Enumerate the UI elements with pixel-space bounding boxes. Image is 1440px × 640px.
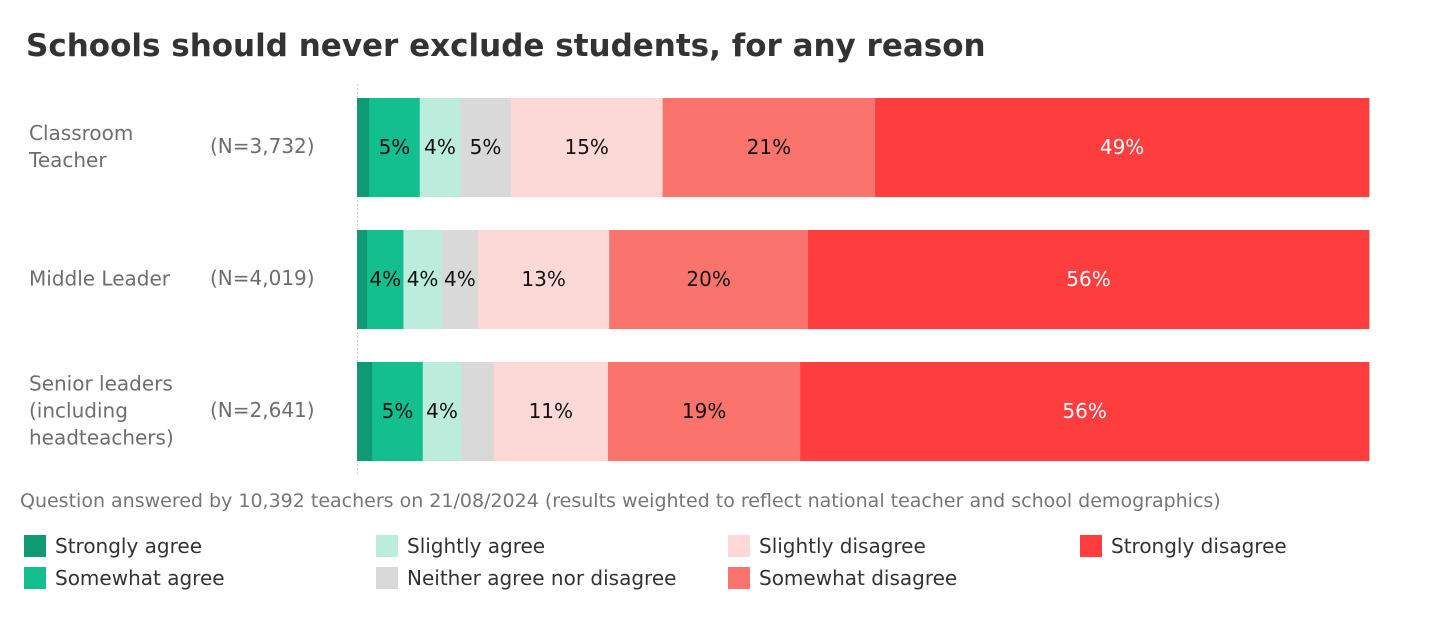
category-label: Classroom Teacher	[28, 121, 133, 172]
bar-segment-somewhat-disagree	[609, 230, 809, 329]
bar-segment-somewhat-agree	[372, 362, 424, 461]
legend-label: Slightly agree	[407, 534, 546, 558]
data-label-strongly-disagree: 56%	[1066, 267, 1110, 291]
legend-swatch	[376, 535, 398, 557]
category-label-line: (including	[29, 398, 128, 422]
legend-swatch	[1080, 535, 1102, 557]
category-label: Senior leaders (including headteachers)	[29, 371, 174, 449]
chart-title: Schools should never exclude students, f…	[26, 28, 986, 64]
data-label-slightly-disagree: 11%	[529, 399, 573, 423]
bar-segment-slightly-agree	[422, 362, 462, 461]
bar-segment-slightly-agree	[403, 230, 443, 329]
bar-segment-somewhat-agree	[367, 230, 404, 329]
sample-size-label: (N=2,641)	[210, 398, 315, 422]
legend-swatch	[24, 535, 46, 557]
legend-label: Neither agree nor disagree	[407, 566, 677, 590]
legend-label: Slightly disagree	[759, 534, 926, 558]
bar-segment-strongly-agree	[357, 230, 368, 329]
data-label-somewhat-disagree: 19%	[682, 399, 726, 423]
bar-segment-somewhat-disagree	[607, 362, 801, 461]
legend-item-neither-agree-nor-disagree: Neither agree nor disagree	[376, 565, 676, 591]
legend-item-somewhat-disagree: Somewhat disagree	[728, 565, 957, 591]
sample-size-label: (N=3,732)	[210, 134, 315, 158]
data-label-slightly-agree: 4%	[407, 267, 439, 291]
legend-label: Somewhat disagree	[759, 566, 958, 590]
data-label-slightly-agree: 4%	[426, 399, 458, 423]
legend-item-strongly-agree: Strongly agree	[24, 533, 202, 559]
data-label-strongly-disagree: 49%	[1100, 135, 1144, 159]
legend-swatch	[728, 535, 750, 557]
legend-label: Strongly disagree	[1111, 534, 1287, 558]
category-label: Middle Leader	[29, 266, 171, 290]
sample-size-label: (N=4,019)	[210, 266, 315, 290]
bar-segment-slightly-disagree	[493, 362, 609, 461]
data-label-somewhat-disagree: 21%	[747, 135, 791, 159]
data-label-slightly-agree: 4%	[424, 135, 456, 159]
data-label-somewhat-agree: 5%	[379, 135, 411, 159]
data-label-neither-agree-nor-disagree: 5%	[470, 135, 502, 159]
category-label-line: Classroom	[29, 121, 133, 145]
bar-segment-neither-agree-nor-disagree	[460, 98, 512, 197]
legend-swatch	[728, 567, 750, 589]
data-label-neither-agree-nor-disagree: 4%	[444, 267, 476, 291]
category-label-line: Senior leaders	[29, 371, 173, 395]
bar-segment-somewhat-agree	[369, 98, 421, 197]
category-label-line: headteachers)	[29, 425, 174, 449]
bar-segment-somewhat-disagree	[662, 98, 876, 197]
data-label-slightly-disagree: 15%	[564, 135, 608, 159]
stacked-bar-chart: Classroom Teacher (N=3,732) 5% 4% 5% 15% 21% 49%…	[28, 84, 1370, 476]
legend-swatch	[376, 567, 398, 589]
legend-item-slightly-disagree: Slightly disagree	[728, 533, 926, 559]
data-label-somewhat-agree: 5%	[382, 399, 414, 423]
bar-segment-strongly-disagree	[800, 362, 1370, 461]
data-label-strongly-disagree: 56%	[1062, 399, 1106, 423]
bar-segment-slightly-disagree	[478, 230, 610, 329]
category-label-line: Teacher	[28, 148, 107, 172]
legend-label: Strongly agree	[55, 534, 203, 558]
legend-item-slightly-agree: Slightly agree	[376, 533, 545, 559]
legend-item-somewhat-agree: Somewhat agree	[24, 565, 225, 591]
bar-segment-neither-agree-nor-disagree	[441, 230, 479, 329]
data-label-somewhat-disagree: 20%	[686, 267, 730, 291]
bar-segment-strongly-agree	[357, 98, 370, 197]
survey-footnote: Question answered by 10,392 teachers on …	[20, 490, 1221, 512]
legend-swatch	[24, 567, 46, 589]
bar-segment-strongly-disagree	[808, 230, 1370, 329]
legend-label: Somewhat agree	[55, 566, 225, 590]
bar-segment-neither-agree-nor-disagree	[461, 362, 495, 461]
bar-segment-strongly-agree	[357, 362, 373, 461]
bar-segment-strongly-disagree	[875, 98, 1370, 197]
bar-segment-slightly-disagree	[510, 98, 664, 197]
category-label-line: Middle Leader	[29, 266, 171, 290]
data-label-somewhat-agree: 4%	[369, 267, 401, 291]
data-label-slightly-disagree: 13%	[521, 267, 565, 291]
bar-segment-slightly-agree	[419, 98, 461, 197]
legend-item-strongly-disagree: Strongly disagree	[1080, 533, 1287, 559]
